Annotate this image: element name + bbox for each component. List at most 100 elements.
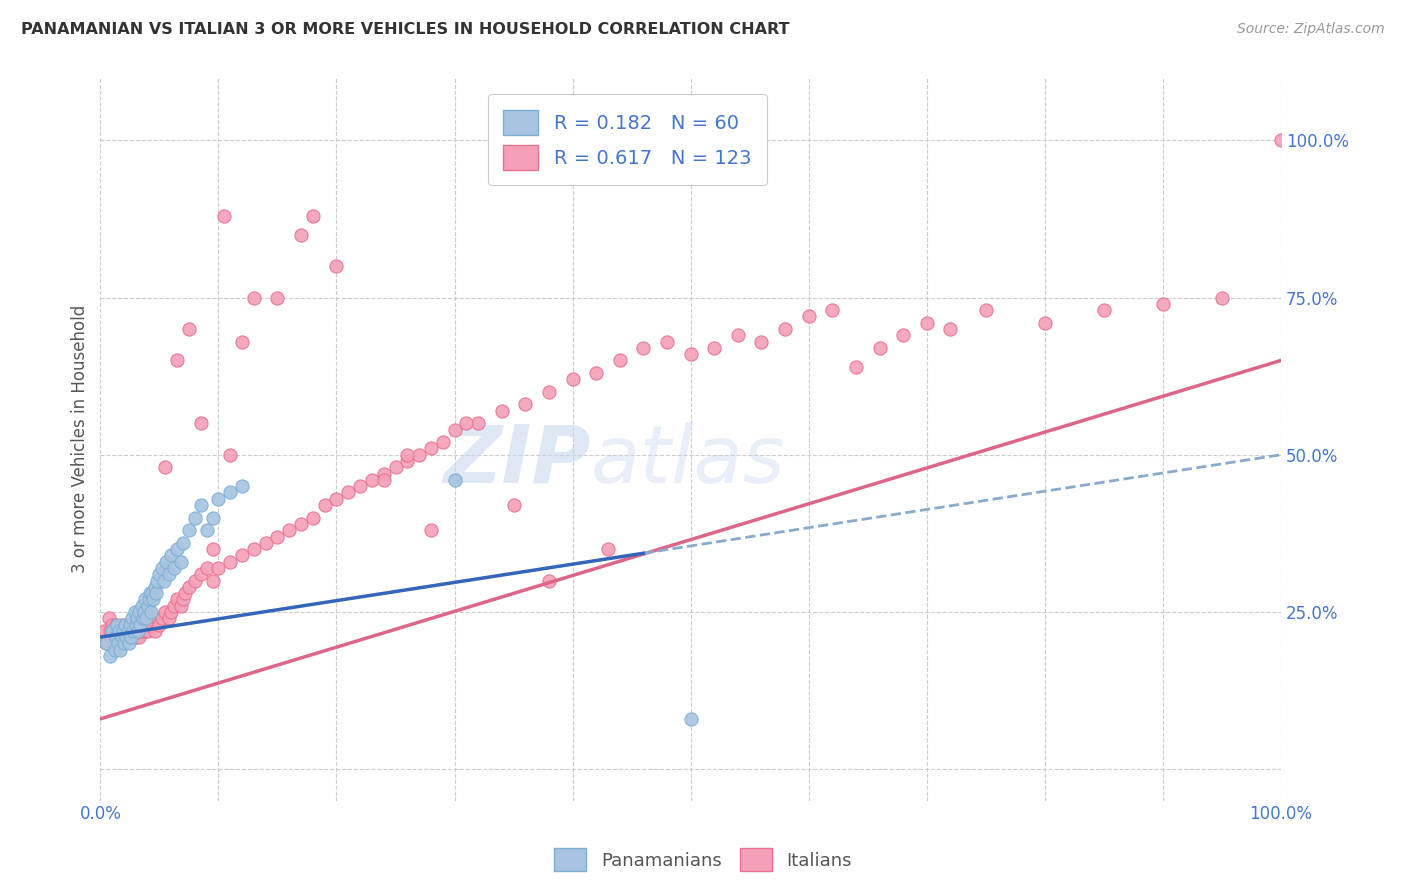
Point — [120, 630, 142, 644]
Point — [361, 473, 384, 487]
Point — [679, 712, 702, 726]
Point — [127, 617, 149, 632]
Point — [118, 617, 141, 632]
Point — [129, 617, 152, 632]
Point — [101, 617, 124, 632]
Point — [166, 542, 188, 557]
Point — [97, 611, 120, 625]
Point — [127, 624, 149, 638]
Point — [419, 442, 441, 456]
Point — [184, 574, 207, 588]
Point — [128, 605, 150, 619]
Point — [124, 605, 146, 619]
Point — [1211, 291, 1233, 305]
Point — [1092, 303, 1115, 318]
Point — [290, 516, 312, 531]
Point — [111, 624, 134, 638]
Point — [110, 617, 132, 632]
Point — [231, 334, 253, 349]
Point — [136, 599, 159, 613]
Point — [142, 592, 165, 607]
Point — [419, 523, 441, 537]
Point — [96, 636, 118, 650]
Point — [219, 485, 242, 500]
Point — [655, 334, 678, 349]
Legend: R = 0.182   N = 60, R = 0.617   N = 123: R = 0.182 N = 60, R = 0.617 N = 123 — [488, 95, 768, 186]
Point — [821, 303, 844, 318]
Point — [141, 617, 163, 632]
Point — [174, 586, 197, 600]
Point — [98, 648, 121, 663]
Point — [845, 359, 868, 374]
Point — [128, 630, 150, 644]
Point — [96, 636, 118, 650]
Point — [160, 549, 183, 563]
Point — [166, 353, 188, 368]
Point — [103, 630, 125, 644]
Point — [585, 366, 607, 380]
Point — [143, 624, 166, 638]
Point — [143, 580, 166, 594]
Point — [134, 624, 156, 638]
Point — [103, 642, 125, 657]
Point — [537, 384, 560, 399]
Point — [408, 448, 430, 462]
Point — [166, 592, 188, 607]
Point — [537, 574, 560, 588]
Point — [384, 460, 406, 475]
Point — [125, 617, 148, 632]
Point — [432, 435, 454, 450]
Point — [515, 397, 537, 411]
Point — [162, 599, 184, 613]
Point — [118, 624, 141, 638]
Point — [132, 605, 155, 619]
Point — [219, 555, 242, 569]
Point — [231, 479, 253, 493]
Point — [122, 630, 145, 644]
Text: atlas: atlas — [591, 422, 785, 500]
Point — [207, 491, 229, 506]
Point — [207, 561, 229, 575]
Point — [145, 586, 167, 600]
Point — [155, 605, 177, 619]
Point — [160, 605, 183, 619]
Point — [396, 454, 419, 468]
Point — [134, 592, 156, 607]
Point — [773, 322, 796, 336]
Point — [131, 617, 153, 632]
Point — [125, 630, 148, 644]
Point — [104, 630, 127, 644]
Point — [139, 605, 162, 619]
Point — [278, 523, 301, 537]
Point — [132, 624, 155, 638]
Point — [124, 617, 146, 632]
Point — [190, 498, 212, 512]
Point — [373, 473, 395, 487]
Point — [98, 624, 121, 638]
Point — [290, 227, 312, 242]
Point — [596, 542, 619, 557]
Point — [266, 529, 288, 543]
Point — [135, 611, 157, 625]
Point — [703, 341, 725, 355]
Point — [125, 611, 148, 625]
Point — [107, 636, 129, 650]
Point — [169, 555, 191, 569]
Point — [157, 567, 180, 582]
Point — [751, 334, 773, 349]
Point — [139, 611, 162, 625]
Point — [184, 510, 207, 524]
Point — [146, 574, 169, 588]
Point — [136, 624, 159, 638]
Point — [266, 291, 288, 305]
Point — [325, 259, 347, 273]
Text: ZIP: ZIP — [443, 422, 591, 500]
Point — [107, 630, 129, 644]
Point — [108, 624, 131, 638]
Point — [155, 460, 177, 475]
Point — [138, 592, 160, 607]
Point — [125, 624, 148, 638]
Point — [103, 624, 125, 638]
Point — [118, 617, 141, 632]
Point — [869, 341, 891, 355]
